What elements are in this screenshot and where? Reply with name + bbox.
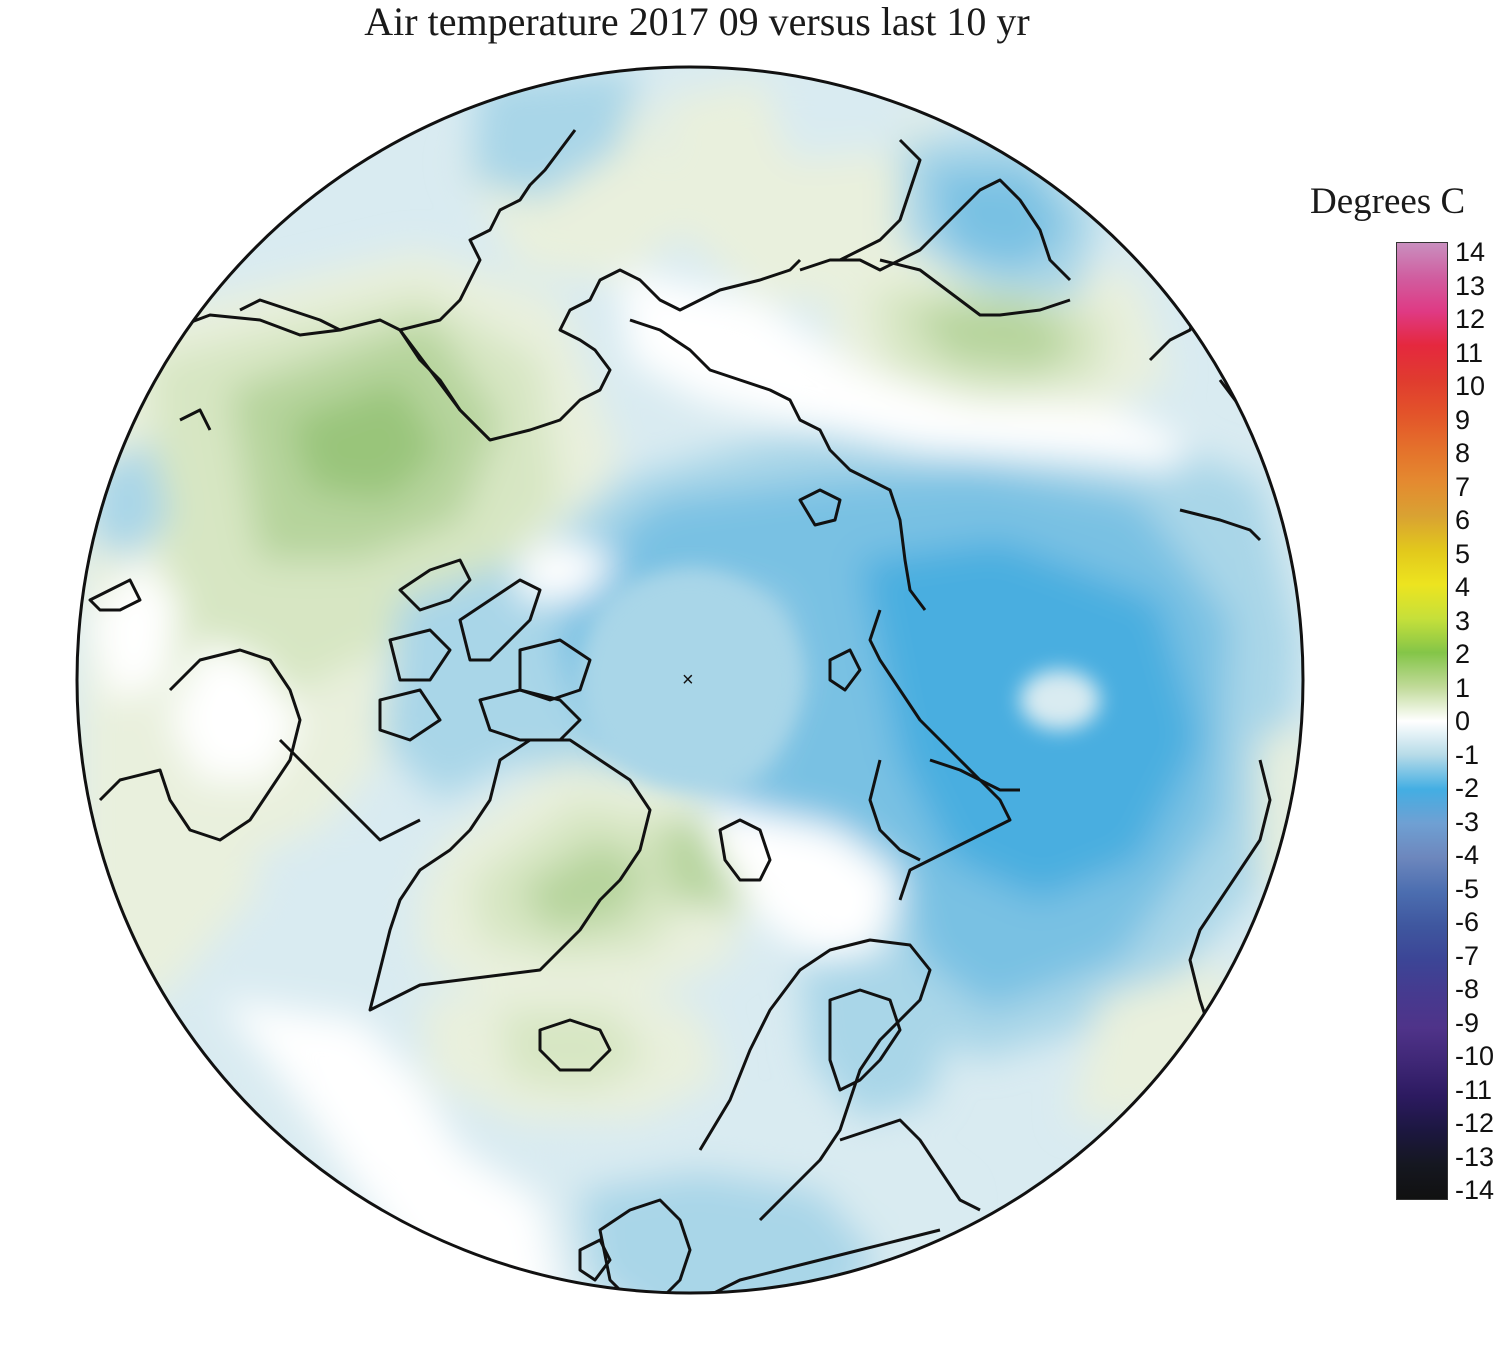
legend-tick-label: -8 xyxy=(1455,974,1480,1004)
legend-tick-labels: 14 13 12 11 10 9 8 7 6 5 4 3 2 1 0 -1 -2 -3 -4 -5 -6 -7 -8 -9 -1… xyxy=(1455,0,1500,1365)
legend-tick-label: -3 xyxy=(1455,806,1480,837)
legend-title: Degrees C xyxy=(1310,181,1466,222)
legend-tick-label: 10 xyxy=(1455,371,1486,401)
legend-tick-label: 8 xyxy=(1455,438,1471,468)
legend-tick-label: 5 xyxy=(1455,538,1471,569)
legend-tick-label: -5 xyxy=(1455,873,1480,904)
map-title: Air temperature 2017 09 versus last 10 y… xyxy=(364,0,1030,44)
legend-tick-label: -6 xyxy=(1455,907,1480,937)
legend-tick-label: 4 xyxy=(1455,572,1471,602)
legend-tick-label: 7 xyxy=(1455,471,1471,502)
north-pole-marker: × xyxy=(682,669,694,691)
colorbar xyxy=(1396,242,1448,1200)
legend-tick-label: 9 xyxy=(1455,404,1471,435)
legend-tick-label: 12 xyxy=(1455,304,1486,334)
legend-tick-label: -9 xyxy=(1455,1007,1480,1038)
legend-tick-label: 14 xyxy=(1455,237,1486,267)
legend-tick-label: 11 xyxy=(1455,337,1484,368)
legend-tick-label: 0 xyxy=(1455,706,1471,736)
legend-tick-label: -11 xyxy=(1455,1074,1493,1105)
legend-tick-label: -2 xyxy=(1455,773,1480,803)
legend-tick-label: 13 xyxy=(1455,270,1486,301)
legend-tick-label: 6 xyxy=(1455,505,1471,535)
legend-tick-label: 1 xyxy=(1455,672,1471,703)
legend-tick-label: -10 xyxy=(1455,1041,1495,1071)
legend-tick-label: 3 xyxy=(1455,605,1471,636)
legend-tick-label: -1 xyxy=(1455,739,1480,770)
polar-temperature-map: × xyxy=(75,65,1305,1295)
legend-tick-label: -4 xyxy=(1455,840,1480,870)
legend-tick-label: -12 xyxy=(1455,1108,1495,1138)
map-boundary xyxy=(75,65,1305,1295)
anomaly-field xyxy=(77,67,1303,1293)
legend-tick-label: -13 xyxy=(1455,1141,1495,1172)
legend-tick-label: -7 xyxy=(1455,940,1480,971)
legend-tick-label: 2 xyxy=(1455,639,1471,669)
legend-tick-label: -14 xyxy=(1455,1175,1495,1205)
